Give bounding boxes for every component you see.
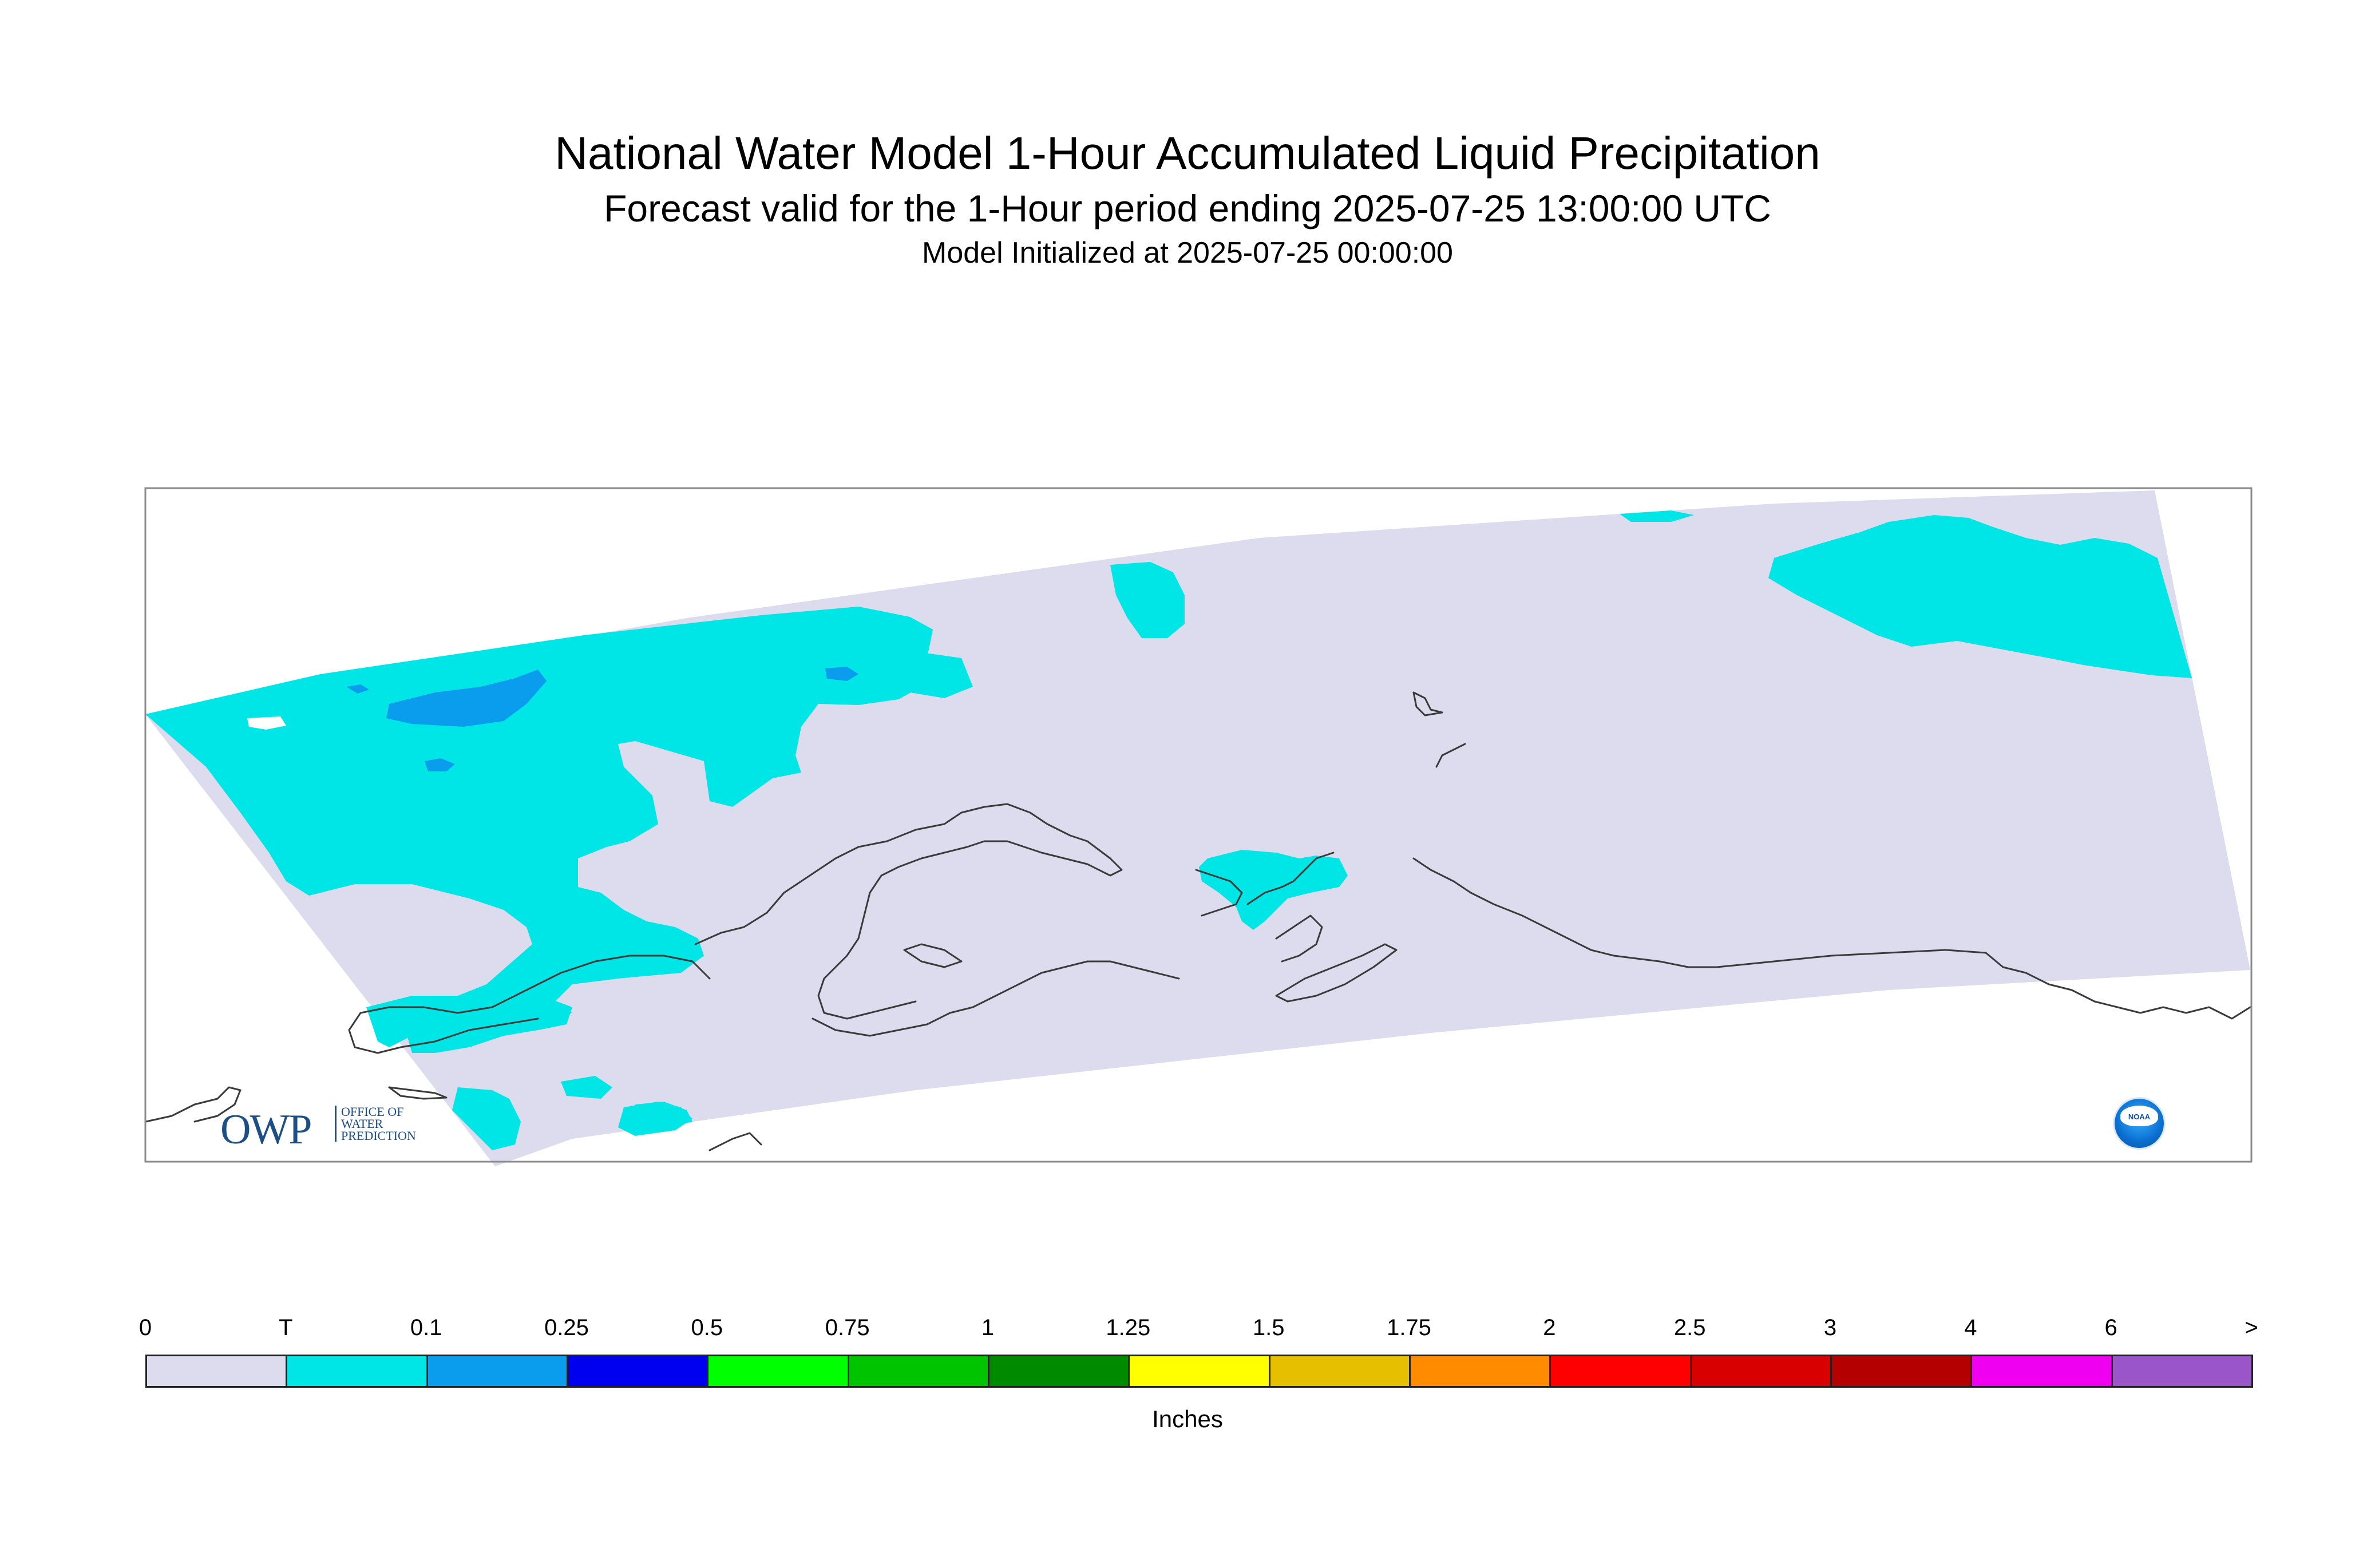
colorbar-tick-label: T [279, 1315, 293, 1340]
colorbar-tick-label: 0.1 [410, 1315, 442, 1340]
colorbar-segment [707, 1355, 849, 1388]
trace-area-sw-coast [452, 1087, 521, 1150]
noaa-bird-icon [2120, 1106, 2158, 1126]
colorbar-segment [567, 1355, 709, 1388]
owp-logo-subtext: OFFICE OF WATER PREDICTION [335, 1106, 416, 1142]
colorbar-tick-label: 0 [138, 1315, 152, 1340]
colorbar-tick-label: 4 [1964, 1315, 1977, 1340]
colorbar-tick-label: 2.5 [1673, 1315, 1706, 1340]
colorbar-segment [988, 1355, 1130, 1388]
colorbar-tick-label: 1.5 [1252, 1315, 1285, 1340]
map-frame [144, 487, 2253, 1163]
colorbar-segment [1970, 1355, 2113, 1388]
no-data-holes [247, 716, 286, 730]
colorbar-segment [1128, 1355, 1270, 1388]
colorbar-segment [1549, 1355, 1692, 1388]
owp-subtext-line3: PREDICTION [341, 1129, 416, 1143]
colorbar-tick-label: 1.75 [1387, 1315, 1431, 1340]
colorbar-segment [1409, 1355, 1551, 1388]
trace-area-top [1620, 510, 1694, 522]
colorbar-segment [286, 1355, 428, 1388]
owp-logo: OWP [220, 1106, 312, 1153]
trace-area-north-blob [853, 652, 973, 701]
colorbar-segment [145, 1355, 288, 1388]
model-init-subtitle: Model Initialized at 2025-07-25 00:00:00 [922, 236, 1453, 270]
colorbar-segment [847, 1355, 989, 1388]
trace-area-central-north [1110, 562, 1185, 638]
owp-subtext-line2: WATER [341, 1116, 383, 1131]
colorbar-tick-label: 2 [1543, 1315, 1556, 1340]
colorbar-tick-label: 1 [981, 1315, 995, 1340]
colorbar-segment [426, 1355, 568, 1388]
light-precip-areas [346, 667, 858, 771]
colorbar-tick-label: 0.75 [825, 1315, 870, 1340]
colorbar-units: Inches [1152, 1405, 1223, 1432]
colorbar-segment [2111, 1355, 2253, 1388]
noaa-logo-text: NOAA [2128, 1112, 2151, 1121]
coastlines [145, 691, 2251, 1151]
forecast-valid-subtitle: Forecast valid for the 1-Hour period end… [604, 187, 1771, 229]
colorbar-tick-label: 0.5 [691, 1315, 723, 1340]
owp-subtext-line1: OFFICE OF [341, 1104, 404, 1119]
colorbar-segment [1830, 1355, 1973, 1388]
colorbar-tick-label: > [2245, 1315, 2258, 1340]
light-area-4 [346, 684, 369, 694]
trace-area-sw-2 [561, 1076, 612, 1099]
colorbar-tick-label: 1.25 [1106, 1315, 1151, 1340]
colorbar-tick-label: 0.25 [544, 1315, 589, 1340]
trace-precip-areas [145, 510, 2192, 1150]
light-area-1 [386, 670, 547, 727]
trace-area-west [145, 607, 967, 1047]
trace-area-northeast [1768, 515, 2192, 678]
colorbar-tick-label: 6 [2104, 1315, 2117, 1340]
light-area-2 [425, 758, 455, 771]
trace-area-sw-edge [618, 1102, 692, 1136]
colorbar-segment [1689, 1355, 1832, 1388]
colorbar-segment [1268, 1355, 1411, 1388]
map-title: National Water Model 1-Hour Accumulated … [555, 128, 1820, 179]
colorbar-tick-label: 3 [1823, 1315, 1837, 1340]
light-area-3 [825, 667, 858, 681]
noaa-logo-icon: NOAA [2115, 1099, 2164, 1148]
